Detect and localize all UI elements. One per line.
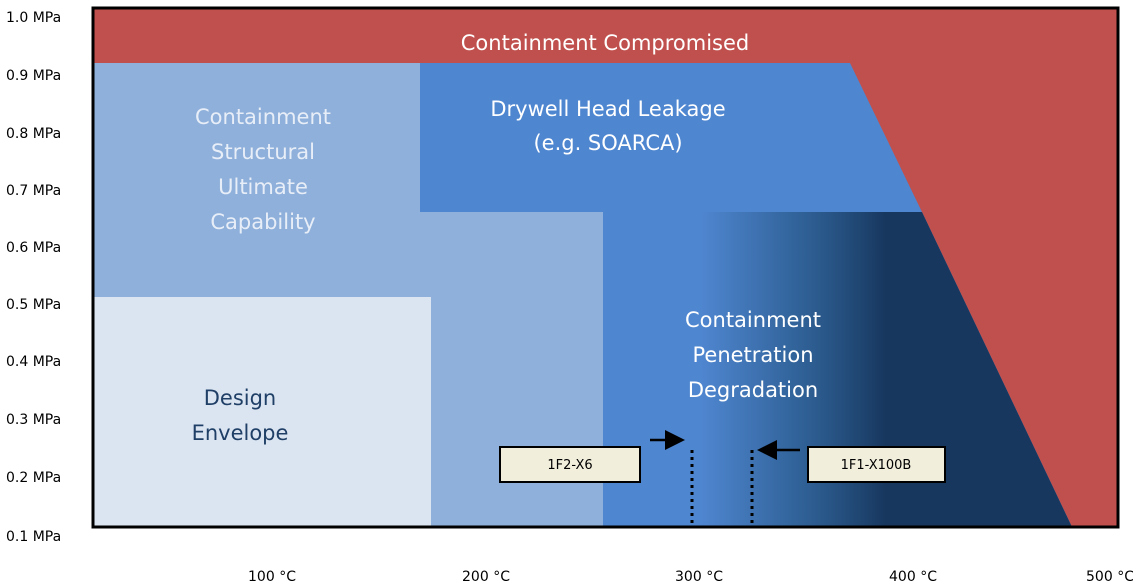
design-region xyxy=(93,297,431,527)
y-axis-label: 0.4 MPa xyxy=(6,354,61,370)
y-axis-label: 0.6 MPa xyxy=(6,240,61,256)
y-axis-label: 0.8 MPa xyxy=(6,126,61,142)
x-axis-label: 200 °C xyxy=(462,569,510,585)
region-label: Containment xyxy=(195,105,331,129)
region-label: Capability xyxy=(210,210,315,234)
region-label: Design xyxy=(204,386,277,410)
marker-box xyxy=(499,446,641,483)
y-axis-label: 0.1 MPa xyxy=(6,529,61,545)
x-axis-label: 300 °C xyxy=(675,569,723,585)
region-label: Penetration xyxy=(692,343,813,367)
y-axis-label: 0.7 MPa xyxy=(6,183,61,199)
y-axis-label: 0.3 MPa xyxy=(6,412,61,428)
region-label: Ultimate xyxy=(218,175,308,199)
x-axis-label: 500 °C xyxy=(1086,569,1133,585)
penetration-region xyxy=(700,212,1072,527)
plot-frame xyxy=(91,6,1120,529)
region-label: Drywell Head Leakage xyxy=(490,97,725,121)
region-label: Structural xyxy=(211,140,315,164)
y-axis-label: 0.5 MPa xyxy=(6,297,61,313)
marker-label: 1F2-X6 xyxy=(547,458,592,473)
x-axis-label: 100 °C xyxy=(248,569,296,585)
region-label: Containment Compromised xyxy=(461,31,749,55)
region-label: Containment xyxy=(685,308,821,332)
x-axis-label: 400 °C xyxy=(889,569,937,585)
marker-box xyxy=(807,446,946,483)
region-label: Envelope xyxy=(192,421,289,445)
y-axis-label: 0.9 MPa xyxy=(6,68,61,84)
region-label: Degradation xyxy=(688,378,818,402)
region-label: (e.g. SOARCA) xyxy=(533,131,682,155)
y-axis-label: 0.2 MPa xyxy=(6,470,61,486)
y-axis-label: 1.0 MPa xyxy=(6,10,61,26)
marker-label: 1F1-X100B xyxy=(841,458,912,473)
